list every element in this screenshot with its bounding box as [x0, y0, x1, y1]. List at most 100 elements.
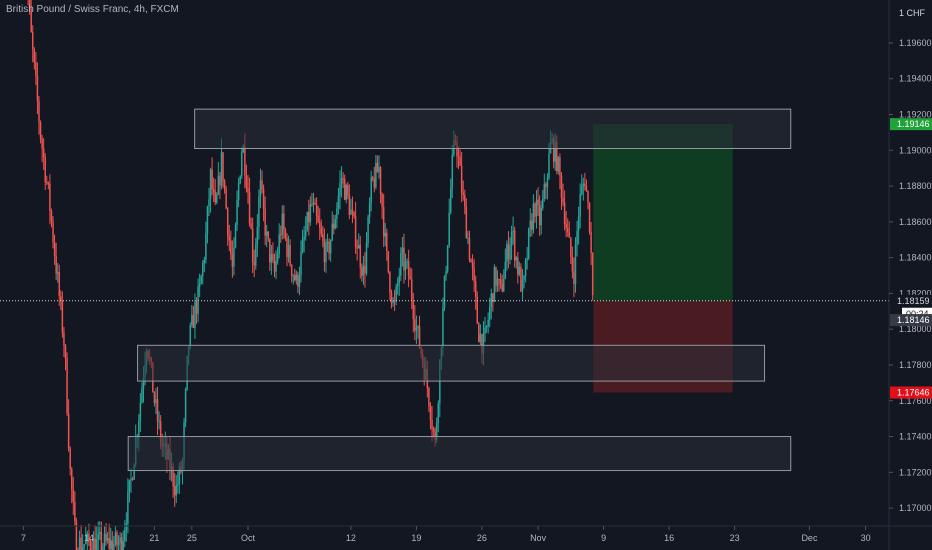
- candle-body: [85, 540, 87, 545]
- candle-body: [139, 402, 142, 421]
- candle-body: [340, 178, 343, 184]
- candle-body: [44, 157, 46, 182]
- candle-body: [476, 296, 479, 324]
- candle-body: [58, 272, 61, 296]
- candle-body: [61, 299, 64, 333]
- candle-body: [418, 325, 421, 348]
- x-tick-label: Oct: [241, 533, 256, 543]
- x-tick-label: 26: [477, 533, 487, 543]
- candle-body: [99, 532, 101, 535]
- candle-body: [36, 75, 39, 101]
- price-axis[interactable]: 1.17000 1.17200 1.17400 1.17600 1.17800 1.180…: [889, 38, 932, 513]
- candle-body: [410, 279, 413, 301]
- x-tick-label: 19: [411, 533, 421, 543]
- candle-body: [534, 203, 536, 217]
- candle-body: [228, 236, 231, 241]
- candle-body: [286, 237, 288, 258]
- candle-body: [128, 479, 131, 492]
- candle-body: [498, 279, 500, 281]
- candle-body: [155, 399, 157, 403]
- candle-body: [237, 183, 240, 200]
- candle-body: [220, 152, 223, 186]
- candle-body: [256, 226, 259, 245]
- candle-body: [39, 122, 42, 140]
- candle-body: [97, 534, 100, 540]
- candle-body: [156, 399, 159, 422]
- support-resistance-zones[interactable]: [127, 108, 792, 472]
- candle-body: [200, 275, 202, 284]
- candle-body: [339, 183, 341, 196]
- candle-body: [386, 232, 388, 252]
- candle-body: [409, 276, 411, 280]
- candle-body: [526, 258, 528, 260]
- candle-body: [50, 210, 53, 222]
- candle-body: [587, 191, 589, 203]
- candle-body: [559, 157, 561, 176]
- candle-body: [117, 543, 120, 546]
- candle-body: [42, 148, 45, 158]
- candle-body: [244, 145, 246, 176]
- candle-body: [390, 292, 393, 304]
- candle-body: [72, 489, 75, 503]
- candle-body: [415, 327, 418, 331]
- candle-body: [205, 233, 207, 261]
- candle-body: [354, 216, 357, 248]
- candle-body: [264, 208, 266, 236]
- candle-body: [588, 202, 591, 233]
- candle-body: [375, 162, 377, 188]
- candle-body: [248, 192, 251, 224]
- candle-body: [258, 196, 260, 227]
- candle-body: [451, 154, 454, 188]
- candle-body: [127, 491, 129, 524]
- candle-body: [111, 540, 114, 550]
- candle-body: [92, 538, 95, 550]
- candle-body: [251, 228, 254, 263]
- candle-body: [574, 244, 577, 285]
- candle-body: [304, 230, 307, 237]
- price-tags: 1.19146 1.18159 00:241.18146 1.17646: [890, 118, 932, 399]
- zone-rectangle-2[interactable]: [137, 344, 766, 382]
- candle-body: [478, 323, 480, 342]
- candle-body: [94, 538, 96, 550]
- candle-body: [387, 251, 390, 272]
- candle-body: [261, 180, 263, 190]
- zone-rectangle-3[interactable]: [127, 436, 792, 472]
- candle-body: [517, 257, 519, 275]
- candle-body: [503, 278, 505, 292]
- candle-body: [30, 9, 32, 32]
- candle-body: [259, 180, 262, 197]
- candle-body: [479, 334, 482, 342]
- candle-body: [52, 221, 54, 243]
- y-tick-label: 1.19400: [899, 74, 932, 84]
- zone-rectangle-1[interactable]: [194, 108, 792, 149]
- candle-body: [69, 448, 71, 469]
- candle-body: [351, 209, 354, 212]
- candle-body: [66, 358, 68, 414]
- candle-body: [542, 198, 544, 209]
- candle-body: [329, 239, 332, 254]
- time-axis[interactable]: 7 14 21 25 Oct 12 19 26 Nov 9 16 23 Dec 30: [21, 526, 871, 543]
- candle-body: [520, 266, 522, 292]
- candle-body: [350, 209, 352, 215]
- price-tag-current: [890, 294, 932, 307]
- candle-body: [142, 377, 145, 389]
- candle-body: [370, 177, 372, 204]
- candle-body: [214, 191, 216, 203]
- candle-body: [529, 220, 532, 229]
- candle-body: [393, 300, 396, 302]
- candle-body: [531, 220, 533, 230]
- candle-body: [460, 165, 463, 193]
- candle-body: [493, 267, 496, 302]
- candle-body: [571, 257, 574, 272]
- candle-body: [295, 274, 298, 281]
- candle-body: [38, 100, 40, 123]
- candle-body: [322, 233, 324, 241]
- candle-body: [459, 157, 461, 166]
- candle-body: [552, 138, 555, 162]
- target-zone[interactable]: [593, 124, 733, 301]
- candle-body: [189, 324, 192, 347]
- candle-body: [435, 423, 438, 441]
- x-tick-label: 30: [861, 533, 871, 543]
- candle-body: [209, 169, 212, 200]
